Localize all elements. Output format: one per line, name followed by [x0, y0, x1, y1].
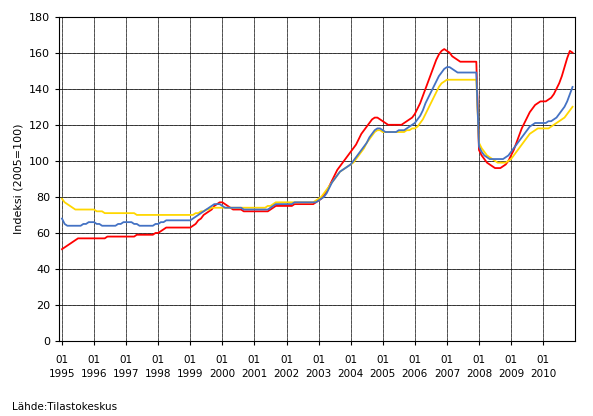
Text: 1996: 1996 [81, 369, 107, 379]
Text: 2002: 2002 [273, 369, 299, 379]
Text: 2000: 2000 [209, 369, 235, 379]
Text: 2004: 2004 [337, 369, 364, 379]
Text: 01: 01 [505, 355, 518, 365]
Text: 2007: 2007 [433, 369, 460, 379]
Text: 01: 01 [344, 355, 357, 365]
Text: Lähde:Tilastokeskus: Lähde:Tilastokeskus [12, 402, 117, 412]
Text: 01: 01 [537, 355, 550, 365]
Text: 01: 01 [408, 355, 422, 365]
Text: 01: 01 [473, 355, 486, 365]
Text: 01: 01 [152, 355, 165, 365]
Text: 01: 01 [88, 355, 101, 365]
Text: 2003: 2003 [305, 369, 331, 379]
Text: 2008: 2008 [466, 369, 492, 379]
Text: 2009: 2009 [498, 369, 524, 379]
Text: 01: 01 [441, 355, 454, 365]
Text: 01: 01 [312, 355, 325, 365]
Text: 1995: 1995 [49, 369, 75, 379]
Text: 01: 01 [376, 355, 390, 365]
Text: 1997: 1997 [113, 369, 139, 379]
Text: 01: 01 [280, 355, 293, 365]
Text: 01: 01 [184, 355, 197, 365]
Text: 2001: 2001 [241, 369, 267, 379]
Y-axis label: Indeksi (2005=100): Indeksi (2005=100) [14, 124, 24, 234]
Text: 2006: 2006 [401, 369, 428, 379]
Text: 01: 01 [248, 355, 261, 365]
Text: 1999: 1999 [177, 369, 203, 379]
Text: 1998: 1998 [145, 369, 171, 379]
Text: 2010: 2010 [530, 369, 556, 379]
Text: 2005: 2005 [369, 369, 396, 379]
Text: 01: 01 [55, 355, 69, 365]
Text: 01: 01 [120, 355, 133, 365]
Text: 01: 01 [216, 355, 229, 365]
